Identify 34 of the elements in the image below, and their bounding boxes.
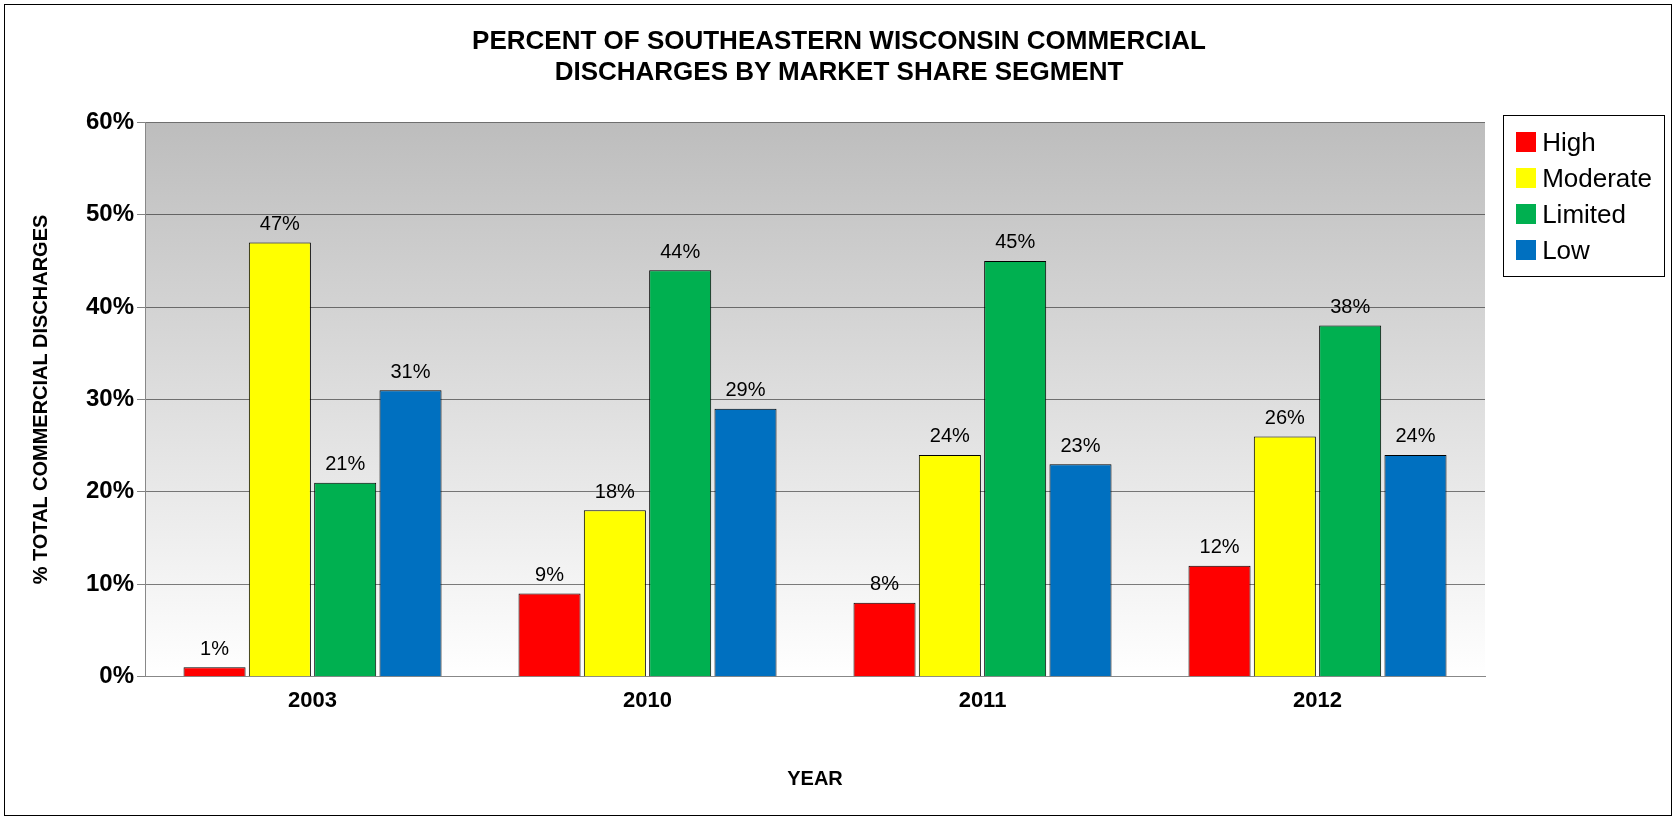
data-label: 21% (325, 452, 366, 475)
data-label: 9% (535, 562, 565, 585)
y-axis-title: % TOTAL COMMERCIAL DISCHARGES (28, 214, 51, 585)
data-label: 8% (870, 572, 900, 595)
y-tick-label: 0% (99, 661, 135, 689)
data-label: 23% (1060, 433, 1101, 456)
data-label: 44% (660, 239, 701, 262)
y-tick-label: 60% (85, 107, 135, 135)
data-label: 24% (1395, 424, 1436, 447)
y-tick-label: 20% (85, 476, 135, 504)
legend-label: Low (1542, 234, 1590, 267)
legend-label: Moderate (1542, 162, 1652, 195)
data-label: 31% (390, 359, 431, 382)
legend-label: High (1542, 126, 1596, 159)
data-label: 26% (1264, 405, 1306, 428)
data-label: 38% (1330, 295, 1371, 318)
x-axis-title: YEAR (787, 766, 844, 789)
y-tick-label: 30% (85, 384, 135, 412)
x-tick-label: 2003 (288, 686, 338, 712)
data-label: 45% (995, 230, 1036, 253)
data-label: 12% (1199, 535, 1240, 558)
data-label: 1% (200, 636, 230, 659)
x-tick-label: 2010 (623, 686, 672, 712)
data-label: 18% (594, 479, 636, 502)
x-tick-label: 2011 (958, 686, 1007, 712)
y-tick-label: 50% (85, 199, 135, 227)
data-label: 47% (259, 211, 301, 234)
data-label: 29% (725, 378, 766, 401)
y-tick-label: 10% (85, 568, 135, 596)
legend-label: Limited (1542, 198, 1626, 231)
data-label: 24% (929, 424, 971, 447)
y-tick-label: 40% (85, 291, 135, 319)
x-tick-label: 2012 (1293, 686, 1342, 712)
chart-title: PERCENT OF SOUTHEASTERN WISCONSIN COMMERCIAL DISCHARGES BY MARKET SHARE SEGMENT (471, 25, 1207, 87)
